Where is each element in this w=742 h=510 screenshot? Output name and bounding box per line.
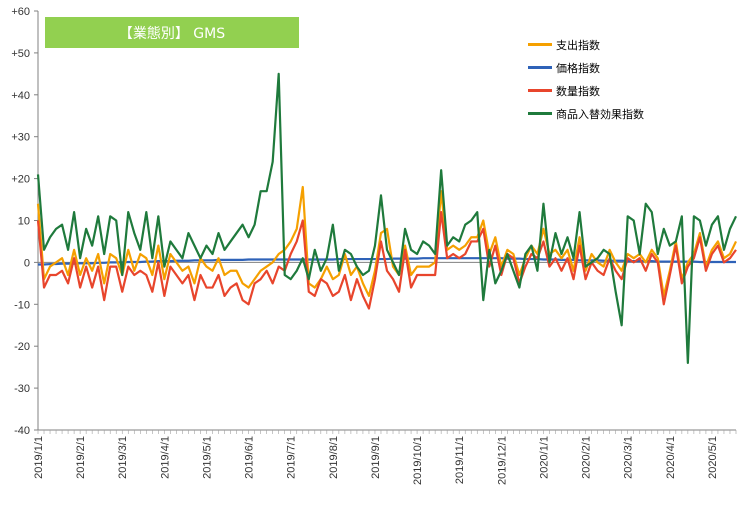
x-tick-label: 2020/5/1	[707, 436, 719, 479]
legend-label-replacement: 商品入替効果指数	[556, 107, 644, 121]
x-tick-label: 2019/3/1	[117, 436, 129, 479]
x-tick-label: 2020/2/1	[581, 436, 593, 479]
legend-swatch-expenditure	[528, 43, 552, 46]
x-tick-label: 2019/7/1	[286, 436, 298, 479]
legend-item-expenditure: 支出指数	[528, 33, 728, 56]
legend-item-quantity: 数量指数	[528, 79, 728, 102]
y-tick-label: -20	[14, 341, 30, 353]
x-tick-label: 2020/1/1	[538, 436, 550, 479]
x-tick-label: 2019/1/1	[33, 436, 45, 479]
y-tick-label: 10	[18, 216, 30, 228]
x-tick-label: 2019/12/1	[496, 436, 508, 485]
x-tick-label: 2019/4/1	[159, 436, 171, 479]
series-line-expenditure	[36, 185, 737, 298]
y-tick-label: +50	[11, 48, 30, 60]
legend-label-expenditure: 支出指数	[556, 38, 600, 52]
y-tick-label: +40	[11, 90, 30, 102]
x-tick-label: 2019/2/1	[75, 436, 87, 479]
x-tick-label: 2019/11/1	[454, 436, 466, 484]
x-axis-ticks: 2019/1/1 2019/2/1 2019/3/1 2019/4/1 2019/5/1…	[33, 430, 737, 485]
legend-item-price: 価格指数	[528, 56, 728, 79]
legend-swatch-quantity	[528, 89, 552, 92]
chart-legend: 支出指数 価格指数 数量指数 商品入替効果指数	[528, 33, 728, 125]
y-axis-ticks: +60 +50 +40 +30 +20 10 0 -10 -20 -30 -40	[11, 6, 38, 437]
x-tick-label: 2019/10/1	[412, 436, 424, 485]
x-tick-label: 2019/9/1	[370, 436, 382, 479]
series-line-quantity	[36, 211, 737, 310]
x-tick-label: 2020/4/1	[665, 436, 677, 479]
legend-swatch-price	[528, 66, 552, 69]
y-tick-label: +30	[11, 132, 30, 144]
y-tick-label: -10	[14, 299, 30, 311]
x-tick-label: 2019/8/1	[328, 436, 340, 479]
legend-swatch-replacement	[528, 112, 552, 115]
y-tick-label: 0	[24, 257, 30, 269]
legend-item-replacement: 商品入替効果指数	[528, 102, 728, 125]
series-line-replacement	[36, 72, 737, 365]
chart-title-box: 【業態別】 GMS	[45, 17, 299, 48]
x-tick-label: 2019/5/1	[201, 436, 213, 479]
y-tick-label: -40	[14, 425, 30, 437]
legend-label-quantity: 数量指数	[556, 84, 600, 98]
y-tick-label: -30	[14, 383, 30, 395]
y-tick-label: +60	[11, 6, 30, 18]
x-tick-label: 2019/6/1	[244, 436, 256, 479]
x-tick-label: 2020/3/1	[623, 436, 635, 479]
chart-title: 【業態別】 GMS	[118, 25, 226, 42]
series-lines	[36, 72, 737, 365]
y-tick-label: +20	[11, 174, 30, 186]
legend-label-price: 価格指数	[556, 61, 600, 75]
